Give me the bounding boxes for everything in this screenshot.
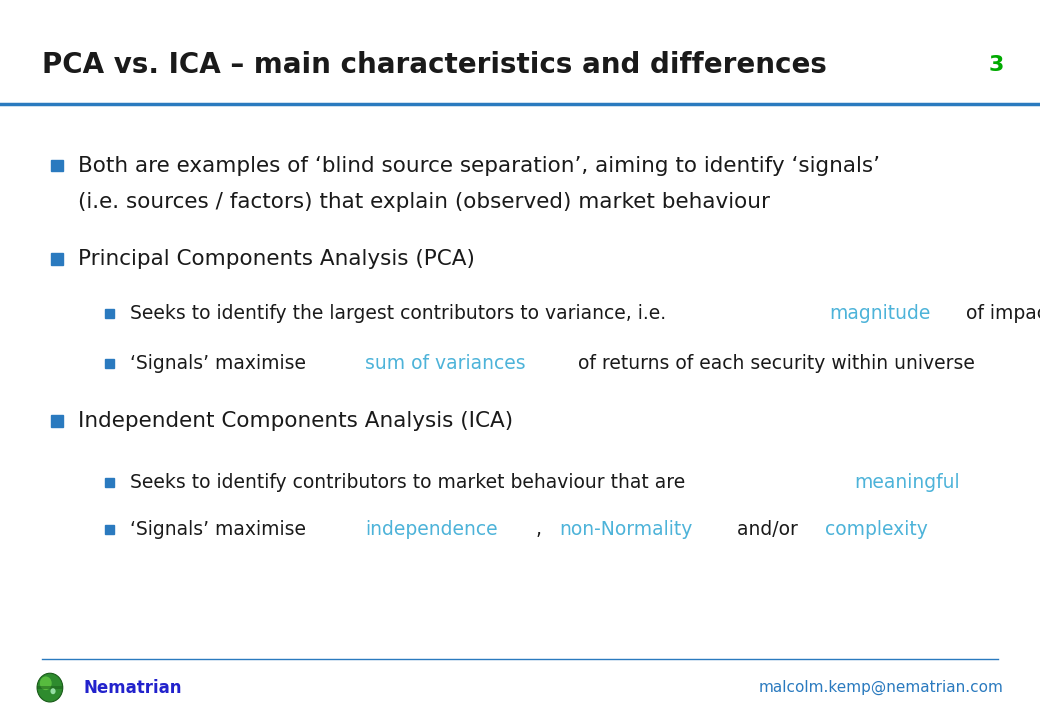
Text: and/or: and/or	[731, 520, 804, 539]
Bar	[36, 686, 63, 689]
Ellipse shape	[51, 688, 55, 694]
Text: meaningful: meaningful	[854, 473, 960, 492]
Text: ,: ,	[536, 520, 554, 539]
Text: Principal Components Analysis (PCA): Principal Components Analysis (PCA)	[78, 249, 475, 269]
Ellipse shape	[37, 673, 62, 702]
Text: PCA vs. ICA – main characteristics and differences: PCA vs. ICA – main characteristics and d…	[42, 51, 827, 78]
Text: 3: 3	[988, 55, 1004, 75]
Bar	[51, 253, 63, 265]
Text: Nematrian: Nematrian	[83, 678, 182, 697]
Text: complexity: complexity	[826, 520, 928, 539]
Text: Seeks to identify contributors to market behaviour that are: Seeks to identify contributors to market…	[130, 473, 692, 492]
Bar	[104, 478, 114, 487]
Text: independence: independence	[365, 520, 497, 539]
Text: ‘Signals’ maximise: ‘Signals’ maximise	[130, 354, 312, 373]
Text: ‘Signals’ maximise: ‘Signals’ maximise	[130, 520, 312, 539]
Bar	[51, 415, 63, 427]
Text: Seeks to identify the largest contributors to variance, i.e.: Seeks to identify the largest contributo…	[130, 304, 672, 323]
Bar	[51, 160, 63, 171]
Bar	[104, 525, 114, 534]
Text: of returns of each security within universe: of returns of each security within unive…	[572, 354, 974, 373]
Text: Independent Components Analysis (ICA): Independent Components Analysis (ICA)	[78, 411, 513, 431]
Ellipse shape	[40, 677, 52, 690]
Bar	[104, 359, 114, 368]
Bar	[104, 309, 114, 318]
Text: magnitude: magnitude	[830, 304, 931, 323]
Text: (i.e. sources / factors) that explain (observed) market behaviour: (i.e. sources / factors) that explain (o…	[78, 192, 770, 212]
Text: sum of variances: sum of variances	[365, 354, 525, 373]
Text: malcolm.kemp@nematrian.com: malcolm.kemp@nematrian.com	[759, 680, 1004, 696]
Text: Both are examples of ‘blind source separation’, aiming to identify ‘signals’: Both are examples of ‘blind source separ…	[78, 156, 880, 176]
Text: of impact: of impact	[960, 304, 1040, 323]
Text: non-Normality: non-Normality	[560, 520, 693, 539]
